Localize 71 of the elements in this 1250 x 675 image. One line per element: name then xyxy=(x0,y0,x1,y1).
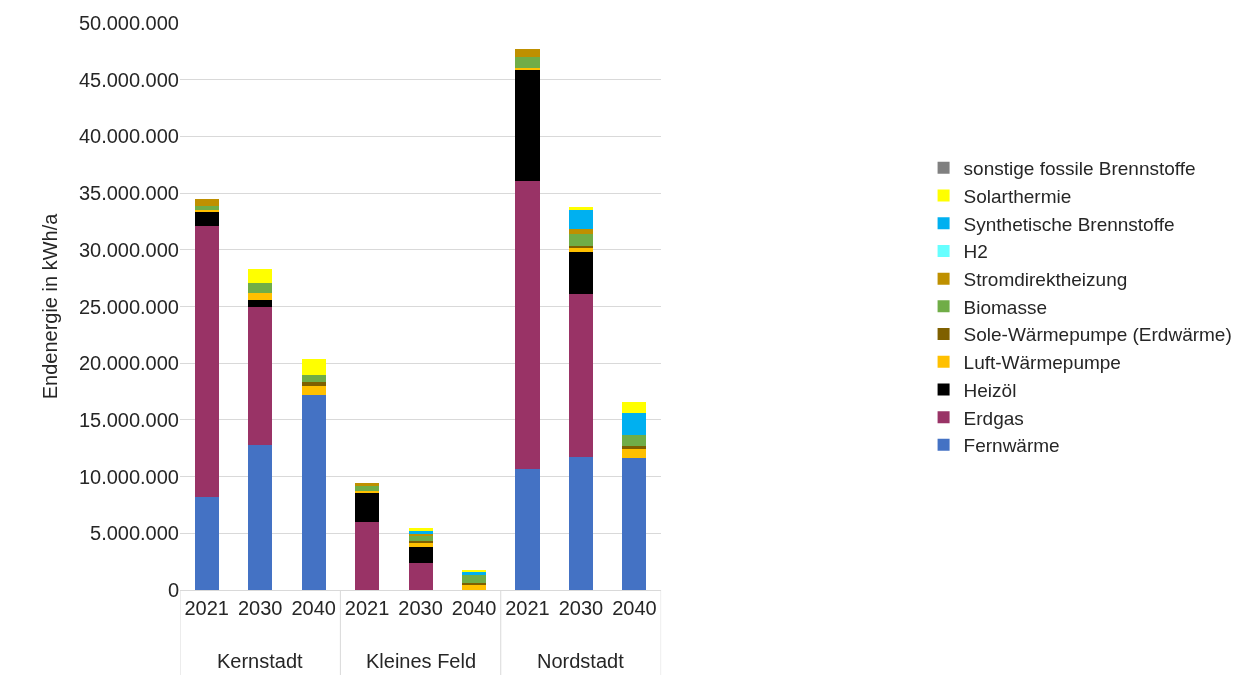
legend-label: Fernwärme xyxy=(963,435,1060,457)
bar xyxy=(515,468,540,590)
text: Nordstadt xyxy=(537,650,625,672)
bar xyxy=(622,449,647,459)
bar xyxy=(248,269,273,283)
bar xyxy=(194,225,219,498)
bar xyxy=(248,306,273,445)
legend-label: Solarthermie xyxy=(963,185,1072,207)
y-tick-label: 0 xyxy=(167,579,179,601)
bar xyxy=(622,458,647,590)
bar xyxy=(568,229,593,234)
bar xyxy=(194,198,219,206)
bar xyxy=(568,457,593,590)
y-tick-label: 25.000.000 xyxy=(78,295,179,318)
x-tick-label: 2030 xyxy=(398,597,443,619)
bar xyxy=(248,444,273,590)
bar xyxy=(568,233,593,247)
bar xyxy=(248,292,273,300)
bar xyxy=(301,394,326,590)
bar xyxy=(301,358,326,375)
bar xyxy=(462,575,487,584)
x-tick-label: 2030 xyxy=(558,597,604,619)
y-tick-label: 10.000.000 xyxy=(78,465,179,488)
y-tick-label: 5.000.000 xyxy=(90,522,179,545)
bar xyxy=(515,57,540,69)
bar xyxy=(568,294,593,458)
y-tick-label: 40.000.000 xyxy=(78,125,179,148)
x-tick-label: 2040 xyxy=(291,597,336,619)
legend-label: Luft-Wärmepumpe xyxy=(963,352,1121,374)
legend-label: Sole-Wärmepumpe (Erdwärme) xyxy=(963,324,1232,346)
legend-label: Heizöl xyxy=(963,379,1017,401)
text: Kernstadt xyxy=(217,650,304,672)
x-tick-label: 2021 xyxy=(344,597,390,619)
legend-label: H2 xyxy=(963,241,988,263)
text: Kleines Feld xyxy=(366,650,477,672)
x-tick-label: 2021 xyxy=(184,597,229,619)
bar xyxy=(301,382,326,386)
bar xyxy=(408,546,433,563)
x-tick-label: 2030 xyxy=(237,597,283,619)
bar xyxy=(355,483,380,486)
bar xyxy=(248,282,273,293)
bar xyxy=(248,299,273,307)
y-tick-label: 50.000.000 xyxy=(78,12,179,34)
y-axis-title: Endenergie in kWh/a xyxy=(39,212,62,400)
x-tick-label: 2021 xyxy=(505,597,550,619)
y-tick-label: 45.000.000 xyxy=(78,68,179,91)
bar xyxy=(355,521,380,590)
legend-label: Biomasse xyxy=(963,296,1047,318)
bar xyxy=(622,413,647,435)
bar xyxy=(515,49,540,58)
y-tick-label: 35.000.000 xyxy=(78,182,179,205)
bar xyxy=(568,210,593,230)
bar xyxy=(515,69,540,181)
bar xyxy=(408,562,433,590)
y-tick-label: 20.000.000 xyxy=(78,352,179,375)
y-tick-label: 30.000.000 xyxy=(78,238,179,261)
x-tick-label: 2040 xyxy=(451,597,497,619)
bar xyxy=(301,385,326,395)
bar xyxy=(355,492,380,522)
bar xyxy=(194,497,219,590)
bar xyxy=(622,401,647,414)
x-tick-label: 2040 xyxy=(612,597,657,619)
bar xyxy=(568,252,593,295)
y-tick-label: 15.000.000 xyxy=(78,408,179,431)
legend-label: Erdgas xyxy=(963,407,1024,429)
legend-label: sonstige fossile Brennstoffe xyxy=(963,158,1196,180)
bar xyxy=(622,434,647,446)
bar xyxy=(194,211,219,226)
legend-label: Stromdirektheizung xyxy=(963,269,1128,291)
bar xyxy=(515,180,540,469)
legend-label: Synthetische Brennstoffe xyxy=(963,213,1175,235)
